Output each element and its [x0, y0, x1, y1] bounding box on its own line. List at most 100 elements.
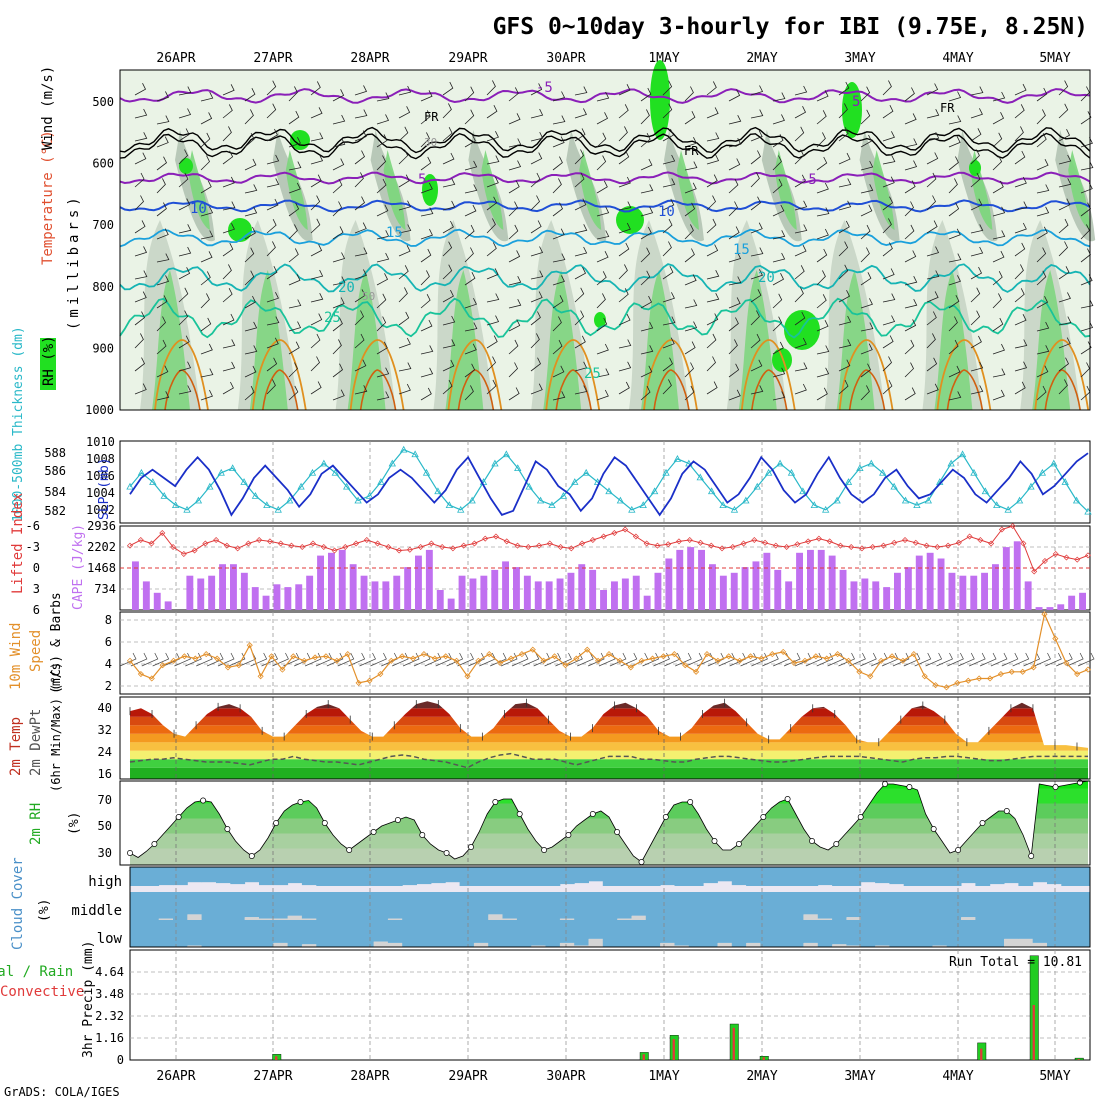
cloud-bar-middle — [631, 892, 647, 916]
wind-barb — [552, 228, 565, 240]
wind10m-marker — [595, 657, 602, 664]
wind-barb — [970, 266, 983, 280]
wind-barb — [926, 333, 936, 349]
li-marker — [848, 544, 855, 550]
thickness-marker — [457, 505, 465, 513]
cloud-clear-low — [932, 945, 948, 947]
wind-barb — [816, 182, 829, 194]
wind10m-barb — [587, 652, 605, 667]
wind-barb — [794, 149, 805, 165]
wind-barb — [266, 241, 276, 257]
tick-label: 582 — [44, 504, 66, 518]
wind-barb — [816, 132, 826, 148]
cloud-bar-middle — [230, 892, 246, 920]
wind-barb — [926, 195, 936, 211]
wind10m-barb — [783, 652, 801, 667]
cape-bar — [763, 552, 771, 610]
cloud-bar-high — [860, 867, 876, 883]
wind-barb — [310, 356, 320, 372]
tick-label: 2 — [105, 679, 112, 693]
wind-barb — [618, 313, 631, 326]
thickness-marker — [787, 468, 796, 476]
cloud-bar-low — [216, 920, 231, 947]
cape-bar — [970, 575, 978, 610]
wind-barb — [706, 154, 720, 165]
contour-label-25a: 25 — [324, 310, 341, 326]
tick-label: 24 — [98, 745, 112, 759]
wind-barb — [706, 270, 720, 280]
cloud-bar-high — [402, 867, 417, 886]
cloud-bar-high — [846, 867, 862, 886]
cloud-bar-middle — [832, 892, 847, 920]
wind10m-marker — [1041, 611, 1048, 618]
wind-barb — [222, 381, 234, 395]
wind-barb — [618, 150, 630, 165]
wind-barb — [816, 345, 830, 355]
wind-barb — [992, 317, 1004, 332]
thickness-marker — [833, 496, 841, 504]
wind-barb — [662, 128, 674, 142]
wind10m-barb — [130, 652, 148, 667]
contour-30 — [740, 339, 796, 411]
wind-barb — [464, 272, 476, 286]
wind-barb — [552, 156, 563, 171]
wind-barb — [508, 362, 518, 378]
wind10m-marker — [431, 655, 438, 662]
contour-30 — [545, 339, 601, 411]
rh-band — [130, 848, 1088, 865]
wind-barb — [772, 391, 786, 401]
wind-barb — [398, 337, 411, 349]
cloud-level-high: high — [88, 874, 122, 890]
cape-bar — [219, 564, 226, 610]
wind-barb — [684, 161, 698, 171]
wind-barb — [310, 132, 324, 142]
contour-freezing — [119, 126, 1091, 154]
wind-barb — [552, 253, 566, 263]
cloud-bar-middle — [144, 892, 160, 920]
wind-barb — [948, 365, 961, 378]
wind-barb — [442, 81, 454, 96]
wind-barb — [508, 87, 519, 102]
rh-marker — [224, 826, 231, 832]
pressure-tick: 900 — [92, 341, 114, 355]
wind-barb — [398, 85, 412, 96]
cloud-clear-low — [1032, 943, 1048, 948]
wind10m-barb — [1012, 652, 1030, 667]
li-marker — [1031, 568, 1038, 575]
wind-barb — [860, 204, 873, 217]
wind-barb — [640, 270, 651, 286]
thickness-marker — [628, 505, 636, 513]
wind-barb — [596, 112, 609, 125]
cape-bar — [632, 575, 640, 610]
wind10m-barb — [392, 652, 409, 667]
wind10m-marker — [878, 657, 885, 664]
wind-barb — [728, 276, 742, 286]
thickness-marker — [217, 468, 225, 476]
wind-barb — [398, 149, 409, 165]
wind10m-marker — [126, 657, 134, 664]
cloud-bar-low — [760, 920, 776, 947]
temperature-2m-panel: 40 32 24 16 2m Temp 2m DewPt (6hr Min/Max) … — [8, 662, 1091, 792]
cloud-bar-high — [1032, 867, 1048, 883]
thickness-marker — [183, 505, 191, 513]
cape-bar — [741, 567, 749, 610]
wind10m-barb — [664, 652, 681, 667]
wind-barb — [310, 381, 322, 395]
li-marker — [127, 542, 133, 549]
rh-band — [130, 833, 1088, 849]
thickness-marker — [879, 468, 887, 476]
wind10m-marker — [584, 646, 591, 653]
cape-bar — [1024, 581, 1032, 610]
rh-marker — [468, 844, 474, 850]
wind-barb — [552, 178, 562, 194]
cloud-bar-middle — [158, 892, 174, 919]
wind10m-barb — [413, 652, 431, 667]
date-label-top: 1MAY — [648, 51, 679, 66]
wind-barb — [640, 295, 653, 309]
wind10m-barb — [740, 652, 758, 667]
date-label-bottom: 27APR — [253, 1069, 292, 1084]
wind-barb — [178, 310, 189, 326]
wind10m-barb — [185, 652, 202, 667]
wind-barb — [926, 357, 938, 372]
